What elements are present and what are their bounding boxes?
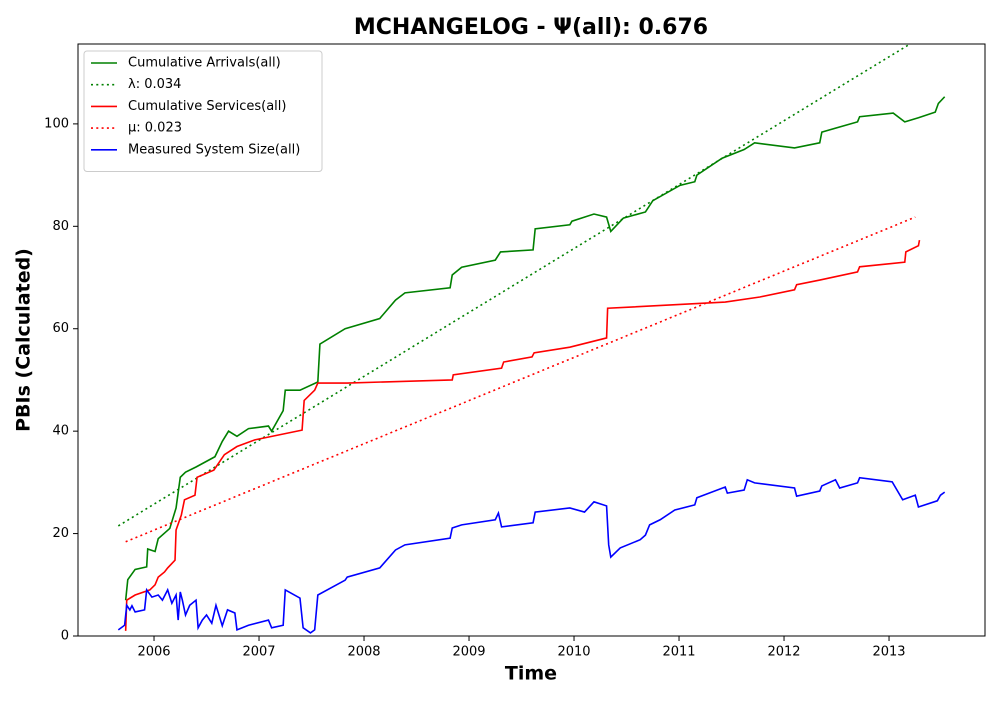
y-tick-label: 80 <box>52 219 69 234</box>
series-line <box>117 476 946 634</box>
x-tick-label: 2008 <box>347 645 380 660</box>
legend-label: Cumulative Services(all) <box>128 99 286 114</box>
y-tick-label: 20 <box>52 526 69 541</box>
x-tick-label: 2007 <box>242 645 275 660</box>
y-tick-label: 40 <box>52 424 69 439</box>
series-line <box>117 44 911 527</box>
plot-frame <box>77 43 986 637</box>
y-tick-label: 100 <box>44 116 69 131</box>
legend-box <box>83 50 323 172</box>
plot-lines <box>117 44 946 634</box>
series-line <box>125 216 916 543</box>
legend-label: Cumulative Arrivals(all) <box>128 56 281 71</box>
y-tick-label: 60 <box>52 321 69 336</box>
x-tick-label: 2010 <box>557 645 590 660</box>
y-tick-label: 0 <box>61 629 69 644</box>
legend-label: Measured System Size(all) <box>128 142 300 157</box>
x-tick-label: 2011 <box>662 645 695 660</box>
y-axis-label: PBIs (Calculated) <box>13 248 35 432</box>
x-axis-label: Time <box>505 663 557 685</box>
legend-label: μ: 0.023 <box>128 121 182 136</box>
legend-label: λ: 0.034 <box>128 77 181 92</box>
x-tick-label: 2009 <box>452 645 485 660</box>
chart-title: MCHANGELOG - Ψ(all): 0.676 <box>354 15 708 40</box>
x-tick-label: 2013 <box>872 645 905 660</box>
x-tick-label: 2012 <box>767 645 800 660</box>
series-line <box>124 96 946 601</box>
series-line <box>124 239 921 631</box>
x-tick-label: 2006 <box>137 645 170 660</box>
